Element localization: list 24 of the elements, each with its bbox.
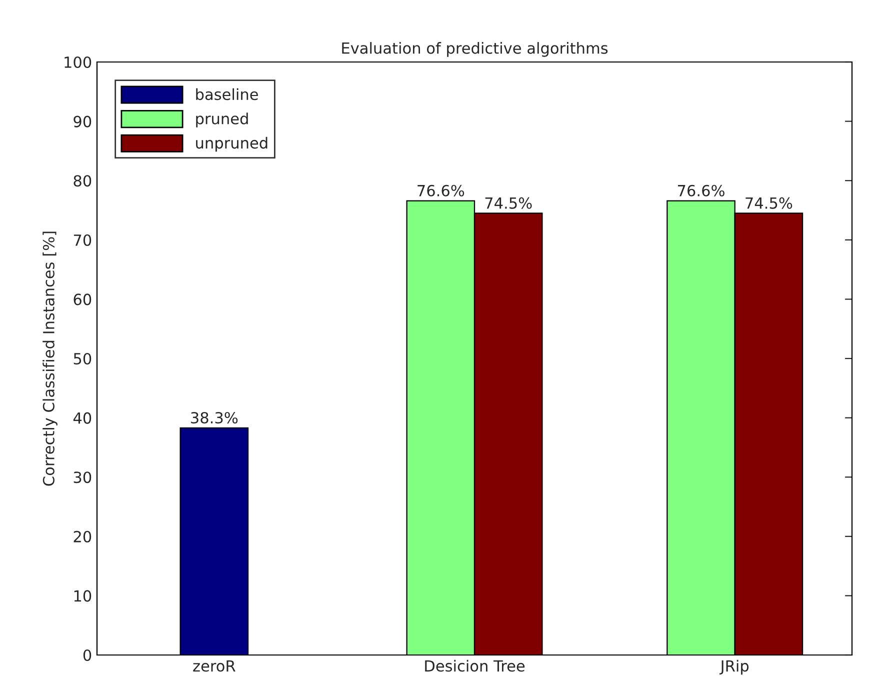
data-label: 74.5% bbox=[746, 197, 792, 209]
y-tick-label: 80 bbox=[74, 175, 92, 187]
y-tick-label: 70 bbox=[74, 234, 92, 246]
chart-title: Evaluation of predictive algorithms bbox=[342, 42, 608, 57]
y-tick-label: 0 bbox=[83, 649, 92, 662]
y-tick-label: 60 bbox=[74, 294, 92, 306]
x-tick-label: Desicion Tree bbox=[425, 660, 525, 672]
x-tick-label: JRip bbox=[720, 660, 749, 675]
y-tick-label: 20 bbox=[74, 530, 92, 542]
x-tick-label: zeroR bbox=[193, 660, 236, 672]
y-tick-label: 40 bbox=[73, 412, 92, 424]
y-axis-title: Correctly Classified Instances [%] bbox=[42, 232, 58, 486]
data-label: 76.6% bbox=[418, 184, 464, 196]
data-label: 76.6% bbox=[678, 184, 724, 196]
y-tick-label: 90 bbox=[74, 116, 92, 128]
data-label: 74.5% bbox=[485, 197, 532, 209]
legend-label: baseline bbox=[196, 88, 258, 100]
y-tick-label: 10 bbox=[74, 590, 92, 602]
y-tick-label: 50 bbox=[74, 352, 92, 365]
y-tick-label: 100 bbox=[64, 56, 92, 68]
legend-label: pruned bbox=[196, 112, 248, 128]
data-label: 38.3% bbox=[191, 412, 238, 424]
legend-label: unpruned bbox=[196, 136, 268, 152]
y-tick-label: 30 bbox=[74, 472, 92, 484]
